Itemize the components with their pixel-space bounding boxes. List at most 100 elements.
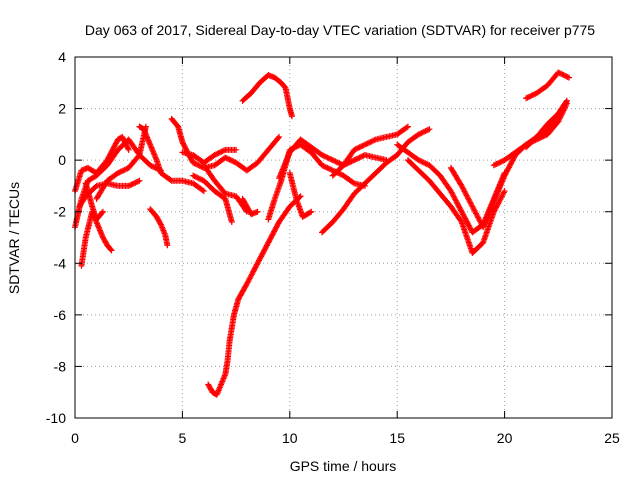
series-arc-26 <box>523 69 573 102</box>
data-point <box>563 97 570 104</box>
data-point <box>559 71 566 78</box>
y-tick-label: -10 <box>46 410 66 426</box>
data-point <box>116 169 123 176</box>
data-point <box>351 146 358 153</box>
data-point <box>531 91 538 98</box>
data-point <box>320 162 327 169</box>
data-point <box>129 180 136 187</box>
data-point <box>135 153 142 160</box>
data-point <box>555 118 562 125</box>
data-point <box>501 188 508 195</box>
series-arc-11 <box>190 172 235 226</box>
data-point <box>359 142 366 149</box>
data-point <box>147 162 154 169</box>
data-point <box>353 145 360 152</box>
data-point <box>359 153 366 160</box>
y-tick-label: -4 <box>54 255 67 271</box>
data-point <box>149 163 156 170</box>
data-point <box>421 128 428 135</box>
data-point <box>108 247 115 254</box>
data-point <box>198 176 205 183</box>
data-point <box>321 163 328 170</box>
x-tick-label: 0 <box>71 430 79 446</box>
x-axis-label: GPS time / hours <box>290 458 397 474</box>
y-tick-label: 2 <box>58 101 66 117</box>
data-point <box>92 183 99 190</box>
data-point <box>323 153 330 160</box>
series-arc-20 <box>329 123 411 179</box>
data-point <box>233 146 240 153</box>
data-point <box>541 132 548 139</box>
data-point <box>99 208 106 215</box>
data-point <box>529 92 536 99</box>
series-arc-7 <box>136 123 207 195</box>
series-arc-10 <box>179 146 240 166</box>
data-point <box>275 135 282 142</box>
data-point <box>417 130 424 137</box>
series-arc-13 <box>239 195 261 218</box>
data-point <box>352 146 359 153</box>
data-point <box>215 150 222 157</box>
data-point <box>560 72 567 79</box>
data-point <box>226 156 233 163</box>
data-point <box>307 209 314 216</box>
data-point <box>329 167 336 174</box>
x-tick-label: 20 <box>497 430 513 446</box>
data-point <box>324 164 331 171</box>
x-tick-label: 25 <box>604 430 620 446</box>
data-point <box>229 157 236 164</box>
data-point <box>191 173 198 180</box>
data-point <box>419 159 426 166</box>
data-point <box>123 166 130 173</box>
x-tick-label: 5 <box>179 430 187 446</box>
data-point <box>352 156 359 163</box>
data-point <box>349 157 356 164</box>
data-point <box>319 151 326 158</box>
data-points <box>72 69 573 398</box>
data-point <box>133 179 140 186</box>
data-point <box>254 208 261 215</box>
data-point <box>196 175 203 182</box>
y-tick-label: 4 <box>58 49 66 65</box>
data-point <box>368 138 375 145</box>
y-tick-label: -2 <box>54 204 67 220</box>
data-point <box>148 162 155 169</box>
data-point <box>494 160 501 167</box>
data-point <box>320 152 327 159</box>
data-point <box>555 117 562 124</box>
data-point <box>564 73 571 80</box>
data-point <box>214 150 221 157</box>
data-point <box>415 157 422 164</box>
data-point <box>211 151 218 158</box>
data-point <box>221 147 228 154</box>
data-point <box>195 162 202 169</box>
data-point <box>347 159 354 166</box>
data-point <box>350 179 357 186</box>
data-point <box>497 159 504 166</box>
y-tick-label: -8 <box>54 358 67 374</box>
data-point <box>496 159 503 166</box>
data-point <box>367 139 374 146</box>
data-point <box>230 158 237 165</box>
data-point <box>418 158 425 165</box>
data-point <box>200 188 207 195</box>
data-point <box>190 172 197 179</box>
data-point <box>199 187 206 194</box>
data-point <box>370 137 377 144</box>
data-point <box>423 127 430 134</box>
series-arc-25 <box>523 97 570 151</box>
data-point <box>228 219 235 226</box>
data-point <box>225 155 232 162</box>
data-point <box>164 242 171 249</box>
data-point <box>417 157 424 164</box>
data-point <box>357 143 364 150</box>
data-point <box>360 142 367 149</box>
data-point <box>498 158 505 165</box>
data-point <box>364 140 371 147</box>
data-point <box>426 126 433 133</box>
data-point <box>328 156 335 163</box>
data-point <box>357 153 364 160</box>
data-point <box>371 137 378 144</box>
data-point <box>216 149 223 156</box>
